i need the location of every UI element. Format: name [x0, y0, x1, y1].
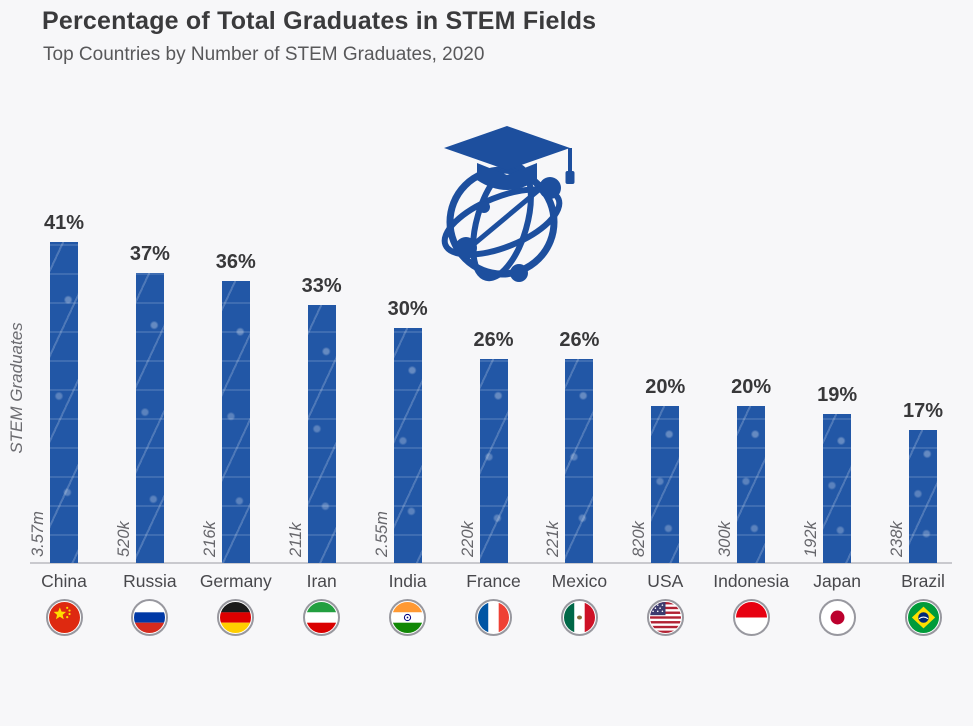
country-label-usa: USA	[647, 571, 684, 591]
footer: @CSETGeorgetown Source: OECD and the sta…	[0, 660, 973, 726]
count-label-india: 2.55m	[372, 511, 391, 557]
count-label-france: 220k	[458, 521, 477, 557]
country-label-china: China	[41, 571, 87, 591]
value-label-germany: 36%	[215, 251, 256, 273]
flag-india-icon	[389, 599, 427, 636]
value-label-indonesia: 20%	[731, 376, 772, 398]
count-label-china: 3.57m	[29, 511, 47, 557]
count-label-germany: 216k	[200, 521, 219, 557]
bar-india	[393, 328, 422, 563]
bar-russia	[135, 273, 164, 563]
flag-usa-icon	[646, 599, 684, 636]
chart-subtitle: Top Countries by Number of STEM Graduate…	[43, 44, 485, 65]
count-label-iran: 211k	[286, 522, 305, 557]
count-label-usa: 820k	[630, 521, 649, 557]
chart-title: Percentage of Total Graduates in STEM Fi…	[42, 7, 597, 35]
bar-brazil	[909, 430, 937, 563]
bar-china	[50, 242, 78, 563]
value-label-russia: 37%	[129, 243, 170, 265]
count-label-mexico: 221k	[544, 521, 563, 557]
flag-china-icon	[45, 599, 83, 636]
country-label-japan: Japan	[813, 571, 861, 591]
flag-russia-icon	[131, 599, 169, 636]
country-label-germany: Germany	[199, 571, 272, 591]
count-label-russia: 520k	[114, 521, 133, 557]
count-label-indonesia: 300k	[716, 521, 735, 557]
flag-indonesia-icon	[732, 599, 770, 636]
value-label-china: 41%	[43, 212, 85, 234]
bar-iran	[307, 305, 336, 563]
flag-japan-icon	[818, 599, 856, 636]
flag-mexico-icon	[560, 599, 598, 636]
country-label-mexico: Mexico	[551, 571, 608, 591]
value-label-india: 30%	[387, 298, 428, 320]
value-label-japan: 19%	[817, 384, 858, 406]
x-axis-line	[30, 562, 952, 564]
bar-usa	[651, 406, 680, 563]
country-label-iran: Iran	[306, 571, 337, 591]
bar-germany	[221, 281, 250, 563]
value-label-france: 26%	[473, 329, 514, 351]
country-label-brazil: Brazil	[901, 571, 945, 591]
country-label-russia: Russia	[123, 571, 177, 591]
count-label-japan: 192k	[802, 521, 821, 557]
country-label-france: France	[466, 571, 521, 591]
value-label-mexico: 26%	[559, 329, 600, 351]
country-label-india: India	[388, 571, 427, 591]
value-label-usa: 20%	[645, 376, 686, 398]
bar-indonesia	[737, 406, 766, 563]
count-label-brazil: 238k	[888, 521, 906, 557]
bar-france	[479, 359, 508, 563]
flag-brazil-icon	[904, 599, 942, 636]
flag-france-icon	[475, 599, 512, 636]
value-label-brazil: 17%	[902, 400, 944, 422]
flag-iran-icon	[303, 599, 341, 636]
country-label-indonesia: Indonesia	[713, 571, 790, 591]
y-axis-label: STEM Graduates	[7, 322, 26, 454]
value-label-iran: 33%	[301, 275, 342, 297]
bar-japan	[823, 414, 852, 563]
graduation-cap-globe-icon	[432, 112, 582, 282]
bar-mexico	[565, 359, 594, 563]
flag-germany-icon	[217, 599, 255, 636]
